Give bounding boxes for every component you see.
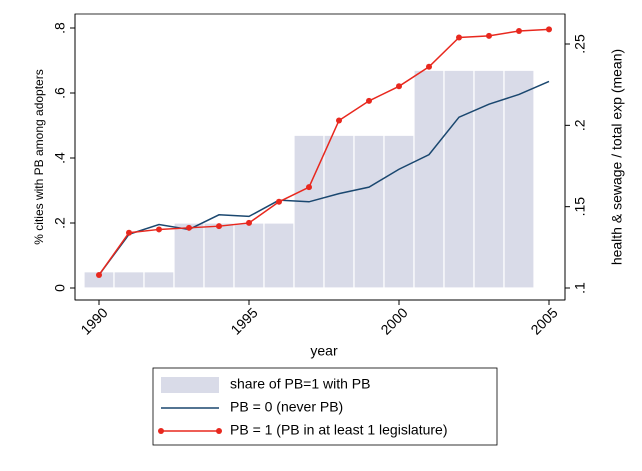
legend-label: PB = 0 (never PB)	[230, 399, 343, 415]
line-marker	[96, 271, 102, 278]
x-tick-label: 2000	[377, 304, 410, 337]
y2-tick-label: .15	[572, 197, 588, 217]
bar	[203, 222, 235, 289]
y-tick-label: .4	[52, 152, 68, 164]
line-marker	[516, 27, 522, 34]
line-marker	[456, 34, 462, 41]
x-tick-label: 1995	[227, 304, 260, 337]
y-axis-title: % cities with PB among adopters	[32, 69, 46, 244]
line-marker	[276, 198, 282, 205]
line-marker	[546, 26, 552, 33]
bar	[263, 222, 295, 289]
x-axis-title: year	[310, 343, 338, 359]
x-tick-label: 2005	[527, 304, 560, 337]
x-tick-label: 1990	[77, 304, 110, 337]
y2-tick-label: .1	[572, 282, 588, 294]
y2-axis-title: health & sewage / total exp (mean)	[609, 49, 625, 265]
line-marker	[366, 97, 372, 104]
y-tick-label: .6	[52, 87, 68, 99]
line-marker	[306, 184, 312, 191]
line	[98, 80, 550, 276]
legend-swatch	[161, 377, 219, 393]
bar	[503, 69, 535, 289]
bar	[233, 222, 265, 289]
legend-marker	[216, 428, 222, 434]
legend-label: share of PB=1 with PB	[230, 376, 370, 392]
line-marker	[246, 219, 252, 226]
line-marker	[426, 63, 432, 70]
bar	[353, 134, 385, 289]
bar	[413, 69, 445, 289]
bar	[143, 271, 175, 289]
bar	[323, 134, 355, 289]
line-marker	[186, 224, 192, 231]
line-marker	[126, 229, 132, 236]
bar	[113, 271, 145, 289]
bar	[383, 134, 415, 289]
bar	[293, 134, 325, 289]
bar	[473, 69, 505, 289]
line-marker	[486, 32, 492, 39]
legend-label: PB = 1 (PB in at least 1 legislature)	[230, 422, 448, 438]
line	[98, 28, 550, 276]
y-tick-label: .8	[52, 22, 68, 34]
bar	[173, 222, 205, 289]
y2-tick-label: .25	[572, 34, 588, 54]
y2-tick-label: .2	[572, 119, 588, 131]
line-marker	[156, 226, 162, 233]
y-tick-label: 0	[52, 284, 68, 292]
line-marker	[216, 223, 222, 230]
line-marker	[336, 117, 342, 124]
legend-marker	[158, 428, 164, 434]
bar	[443, 69, 475, 289]
y-tick-label: .2	[52, 217, 68, 229]
line-marker	[396, 83, 402, 90]
